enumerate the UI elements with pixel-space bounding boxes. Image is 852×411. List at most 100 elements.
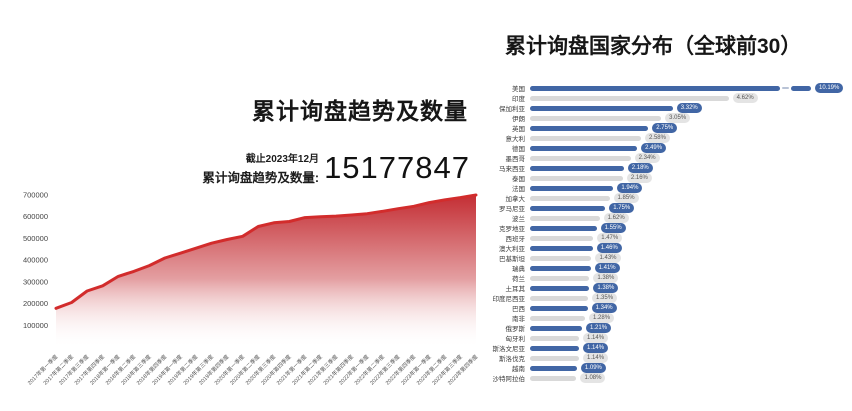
bar <box>530 345 580 351</box>
bar-category-label: 加拿大 <box>505 196 526 203</box>
bar-row: 加拿大 1.85% <box>490 193 852 203</box>
trend-chart-title: 累计询盘趋势及数量 <box>252 98 468 124</box>
bar-category-label: 斯洛伐克 <box>499 356 525 363</box>
bar-row: 墨西哥 2.34% <box>490 153 852 163</box>
bar-row: 荷兰 1.38% <box>490 273 852 283</box>
bar-row: 英国 2.75% <box>490 123 852 133</box>
bar <box>530 325 583 331</box>
bar-row: 斯洛伐克 1.14% <box>490 353 852 363</box>
value-badge: 1.94% <box>617 183 643 193</box>
value-badge: 3.32% <box>676 103 702 113</box>
total-inquiries-stat: 截止2023年12月 累计询盘趋势及数量: 15177847 <box>140 150 470 186</box>
bar <box>530 315 586 321</box>
bar-row: 澳大利亚 1.46% <box>490 243 852 253</box>
bar-category-label: 罗马尼亚 <box>499 206 525 213</box>
bar-row: 西班牙 1.47% <box>490 233 852 243</box>
y-axis-tick-label: 300000 <box>23 277 48 286</box>
bar-row: 美国 10.19% <box>490 83 852 93</box>
bar <box>530 265 591 271</box>
y-axis-tick-label: 200000 <box>23 299 48 308</box>
value-badge: 2.75% <box>652 123 678 133</box>
bar-row: 越南 1.09% <box>490 363 852 373</box>
bar-row: 保加利亚 3.32% <box>490 103 852 113</box>
value-badge: 1.43% <box>595 253 621 263</box>
bar-category-label: 印度尼西亚 <box>492 296 526 303</box>
bar-row: 印度尼西亚 1.35% <box>490 293 852 303</box>
value-badge: 4.62% <box>732 93 758 103</box>
value-badge: 1.21% <box>586 323 612 333</box>
bar-category-label: 土耳其 <box>505 286 526 293</box>
bar <box>530 105 673 111</box>
bar <box>530 145 638 151</box>
bar-row: 印度 4.62% <box>490 93 852 103</box>
bar <box>530 165 624 171</box>
bar-category-label: 马来西亚 <box>499 166 525 173</box>
bar-row: 巴西 1.34% <box>490 303 852 313</box>
bar-category-label: 俄罗斯 <box>505 326 526 333</box>
bar-category-label: 沙特阿拉伯 <box>492 376 526 383</box>
value-badge: 1.85% <box>613 193 639 203</box>
value-badge: 2.34% <box>634 153 660 163</box>
bar-category-label: 匈牙利 <box>505 336 526 343</box>
bar <box>530 295 589 301</box>
value-badge: 1.14% <box>583 333 609 343</box>
value-badge: 1.41% <box>594 263 620 273</box>
value-badge: 1.28% <box>589 313 615 323</box>
bar <box>530 155 631 161</box>
bar-category-label: 越南 <box>512 366 525 373</box>
y-axis-tick-label: 100000 <box>23 321 48 330</box>
bar-category-label: 保加利亚 <box>499 106 525 113</box>
bar-row: 俄罗斯 1.21% <box>490 323 852 333</box>
stat-asof-date: 截止2023年12月 <box>245 154 320 165</box>
bar-row: 泰国 2.16% <box>490 173 852 183</box>
bar-category-label: 英国 <box>512 126 525 133</box>
trend-area-chart: 100000 200000 300000 400000 500000 600000 7000… <box>23 191 480 387</box>
bar-row: 法国 1.94% <box>490 183 852 193</box>
bar <box>530 255 592 261</box>
bar-category-label: 瑞典 <box>512 266 525 273</box>
bar-category-label: 美国 <box>512 86 525 93</box>
value-badge: 1.46% <box>596 243 622 253</box>
bar-row: 意大利 2.58% <box>490 133 852 143</box>
bar-category-label: 法国 <box>512 186 525 193</box>
bar <box>530 85 780 91</box>
bar <box>530 225 597 231</box>
bar-category-label: 巴基斯坦 <box>499 256 525 263</box>
value-badge: 1.75% <box>609 203 635 213</box>
value-badge: 2.49% <box>641 143 667 153</box>
bar <box>530 135 641 141</box>
value-badge: 1.35% <box>592 293 618 303</box>
bar-category-label: 波兰 <box>512 216 525 223</box>
bar <box>530 275 590 281</box>
value-badge: 1.47% <box>597 233 623 243</box>
area-fill <box>56 195 476 347</box>
bar <box>530 205 606 211</box>
value-badge: 1.62% <box>603 213 629 223</box>
y-axis-tick-label: 400000 <box>23 256 48 265</box>
bar <box>530 185 614 191</box>
bar-category-label: 德国 <box>512 146 525 153</box>
bar-category-label: 伊朗 <box>512 116 525 123</box>
value-badge: 1.34% <box>591 303 617 313</box>
bar <box>530 235 594 241</box>
value-badge: 1.38% <box>593 283 619 293</box>
bar <box>791 85 811 91</box>
value-badge: 2.18% <box>627 163 653 173</box>
bar <box>530 305 588 311</box>
bar <box>530 375 577 381</box>
bar-category-label: 斯洛文尼亚 <box>492 346 526 353</box>
value-badge: 1.09% <box>580 363 606 373</box>
value-badge: 1.08% <box>580 373 606 383</box>
value-badge: 1.38% <box>593 273 619 283</box>
value-badge: 3.05% <box>665 113 691 123</box>
bar-category-label: 泰国 <box>512 176 525 183</box>
bar-category-label: 巴西 <box>512 306 525 313</box>
bar-row: 伊朗 3.05% <box>490 113 852 123</box>
bar <box>530 335 580 341</box>
bar <box>530 365 577 371</box>
stat-labels: 截止2023年12月 累计询盘趋势及数量: <box>202 150 319 186</box>
bar <box>530 95 729 101</box>
trend-line <box>54 193 478 310</box>
bar-row: 克罗地亚 1.55% <box>490 223 852 233</box>
bar-row: 沙特阿拉伯 1.08% <box>490 373 852 383</box>
